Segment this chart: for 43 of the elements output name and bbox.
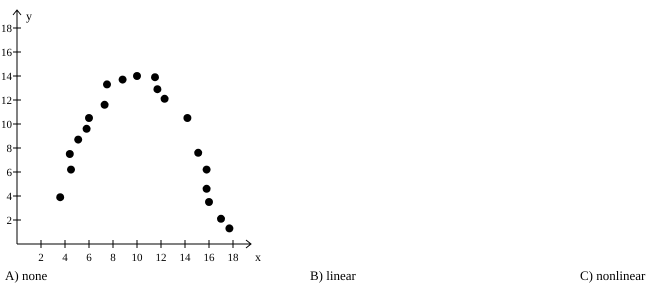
point bbox=[66, 150, 74, 158]
point bbox=[194, 148, 202, 157]
point bbox=[202, 184, 211, 193]
x-tick-label: 12 bbox=[156, 252, 166, 264]
y-tick-label: 10 bbox=[1, 119, 12, 131]
x-tick-label: 18 bbox=[228, 252, 239, 264]
y-tick-label: 6 bbox=[6, 167, 12, 179]
y-tick-label: 8 bbox=[6, 143, 12, 155]
y-axis-title: y bbox=[26, 9, 32, 23]
point bbox=[217, 214, 225, 223]
text: B) linear bbox=[310, 268, 357, 283]
point bbox=[56, 193, 64, 202]
point bbox=[82, 124, 91, 133]
x-tick-label: 8 bbox=[110, 252, 116, 264]
text: A) none bbox=[5, 268, 48, 283]
x-tick-label: 10 bbox=[132, 252, 143, 264]
point bbox=[100, 100, 109, 109]
point bbox=[183, 114, 192, 122]
x-tick-label: 14 bbox=[180, 252, 191, 264]
x-tick-label: 16 bbox=[204, 252, 215, 264]
x-tick-label: 2 bbox=[38, 252, 44, 264]
point bbox=[85, 114, 93, 122]
x-tick-label: 4 bbox=[62, 252, 68, 264]
point bbox=[67, 166, 75, 174]
x-tick-label: 6 bbox=[86, 252, 92, 264]
point bbox=[103, 80, 111, 88]
point bbox=[225, 224, 234, 232]
point bbox=[160, 94, 169, 103]
text: C) nonlinear bbox=[580, 268, 646, 283]
y-tick-label: 18 bbox=[1, 23, 12, 35]
point bbox=[202, 166, 211, 174]
point bbox=[205, 198, 213, 206]
point bbox=[118, 76, 127, 84]
point bbox=[153, 85, 162, 94]
y-tick-label: 16 bbox=[1, 47, 12, 59]
y-tick-label: 14 bbox=[1, 71, 12, 83]
y-tick-label: 12 bbox=[1, 95, 12, 107]
y-tick-label: 2 bbox=[6, 215, 12, 227]
x-axis-title: x bbox=[255, 250, 261, 264]
point bbox=[133, 72, 141, 80]
point bbox=[151, 73, 159, 82]
point bbox=[74, 136, 82, 144]
y-tick-label: 4 bbox=[6, 191, 12, 203]
